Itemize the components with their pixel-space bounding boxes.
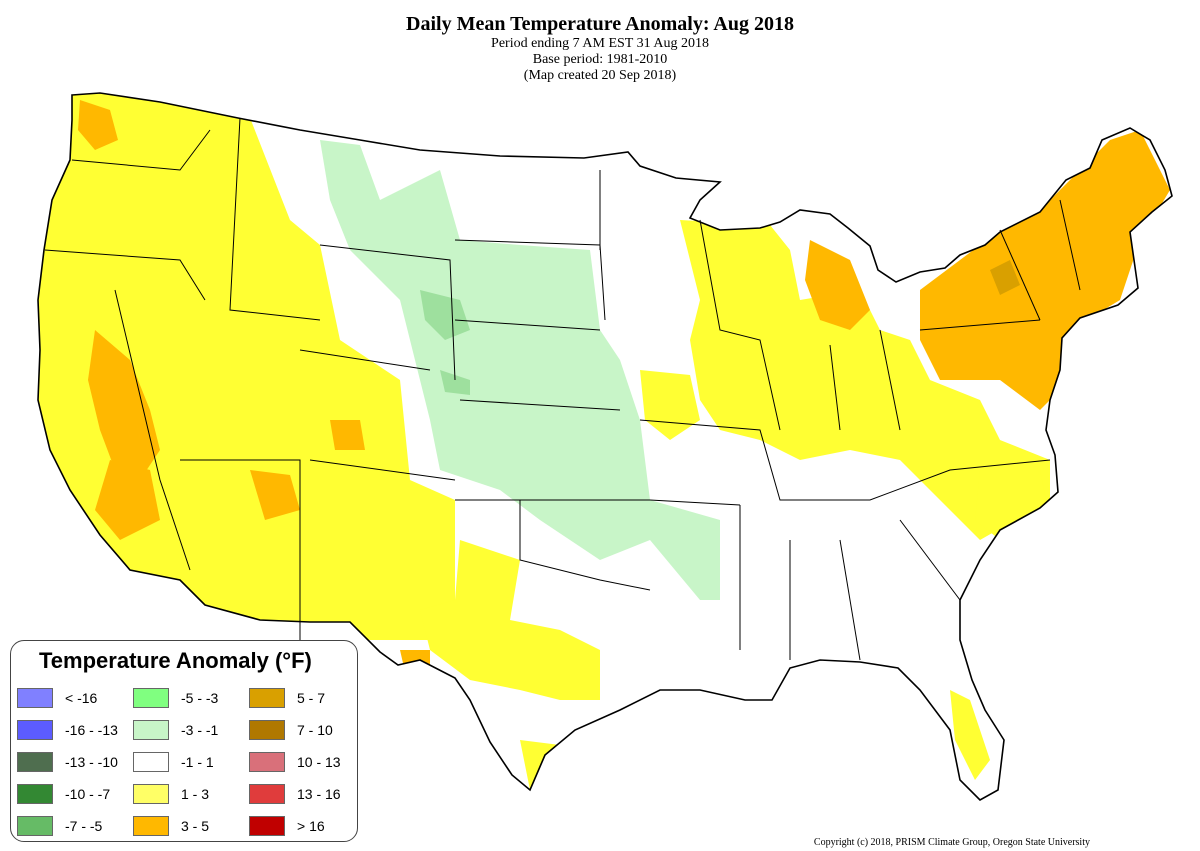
legend-swatch <box>17 752 53 772</box>
anomaly-regions <box>38 93 1170 790</box>
legend-item: -16 - -13 <box>17 719 127 741</box>
page-title: Daily Mean Temperature Anomaly: Aug 2018 <box>406 13 794 35</box>
legend-label: -3 - -1 <box>181 722 219 738</box>
legend-label: -1 - 1 <box>181 754 214 770</box>
legend-swatch <box>249 688 285 708</box>
legend-label: < -16 <box>65 690 98 706</box>
legend-item: -13 - -10 <box>17 751 127 773</box>
legend-item: 7 - 10 <box>249 719 359 741</box>
legend-swatch <box>17 816 53 836</box>
region-sw-hot-2 <box>330 420 365 450</box>
legend-label: -5 - -3 <box>181 690 219 706</box>
region-michigan-hot <box>805 240 870 330</box>
legend-item: 13 - 16 <box>249 783 359 805</box>
legend-item: 10 - 13 <box>249 751 359 773</box>
legend-item: 1 - 3 <box>133 783 243 805</box>
legend-swatch <box>133 816 169 836</box>
legend-item: -10 - -7 <box>17 783 127 805</box>
legend-item: < -16 <box>17 687 127 709</box>
region-nw-patch <box>78 100 118 150</box>
legend-item: -5 - -3 <box>133 687 243 709</box>
region-plains-cool <box>320 140 720 600</box>
legend-label: 5 - 7 <box>297 690 326 706</box>
region-plains-cooler <box>420 290 470 340</box>
legend-swatch <box>249 816 285 836</box>
legend-label: 3 - 5 <box>181 818 210 834</box>
legend-item: 3 - 5 <box>133 815 243 837</box>
region-missouri-warm <box>640 370 700 440</box>
legend-swatch <box>249 720 285 740</box>
region-plains-cooler-2 <box>440 370 470 395</box>
region-midwest-warm <box>680 220 1050 540</box>
legend-swatch <box>249 784 285 804</box>
region-great-basin-hot <box>88 330 160 480</box>
legend-swatch <box>133 688 169 708</box>
legend-swatch <box>133 720 169 740</box>
legend-swatch <box>249 752 285 772</box>
legend-label: 7 - 10 <box>297 722 333 738</box>
subtitle-created: (Map created 20 Sep 2018) <box>523 68 677 83</box>
region-florida-warm <box>950 690 990 780</box>
legend-item: -3 - -1 <box>133 719 243 741</box>
region-northeast-hot <box>920 130 1170 410</box>
legend-label: -16 - -13 <box>65 722 118 738</box>
legend-grid: < -16 -5 - -3 5 - 7 -16 - -13 -3 - -1 7 - 10 -… <box>17 687 359 837</box>
legend-label: 10 - 13 <box>297 754 341 770</box>
legend-label: -7 - -5 <box>65 818 103 834</box>
region-sw-hot-1 <box>250 470 300 520</box>
legend-swatch <box>17 688 53 708</box>
legend-swatch <box>17 784 53 804</box>
legend-swatch <box>133 784 169 804</box>
legend-item: -7 - -5 <box>17 815 127 837</box>
legend-swatch <box>133 752 169 772</box>
region-texas-warm <box>420 540 600 700</box>
legend-label: > 16 <box>297 818 325 834</box>
legend-title: Temperature Anomaly (°F) <box>39 648 312 673</box>
legend-item: > 16 <box>249 815 359 837</box>
region-socal-hot <box>95 460 160 540</box>
legend: Temperature Anomaly (°F) < -16 -5 - -3 5 -… <box>10 640 358 842</box>
map-titles: Daily Mean Temperature Anomaly: Aug 2018… <box>0 12 1200 84</box>
region-northeast-hotter <box>990 260 1020 295</box>
state-boundaries <box>37 92 1173 801</box>
legend-label: -10 - -7 <box>65 786 111 802</box>
copyright: Copyright (c) 2018, PRISM Climate Group,… <box>813 837 1090 848</box>
legend-swatch <box>17 720 53 740</box>
legend-label: 1 - 3 <box>181 786 210 802</box>
subtitle-period: Period ending 7 AM EST 31 Aug 2018 <box>491 36 709 51</box>
legend-item: -1 - 1 <box>133 751 243 773</box>
legend-label: 13 - 16 <box>297 786 341 802</box>
legend-item: 5 - 7 <box>249 687 359 709</box>
subtitle-base: Base period: 1981-2010 <box>532 52 668 67</box>
legend-label: -13 - -10 <box>65 754 118 770</box>
